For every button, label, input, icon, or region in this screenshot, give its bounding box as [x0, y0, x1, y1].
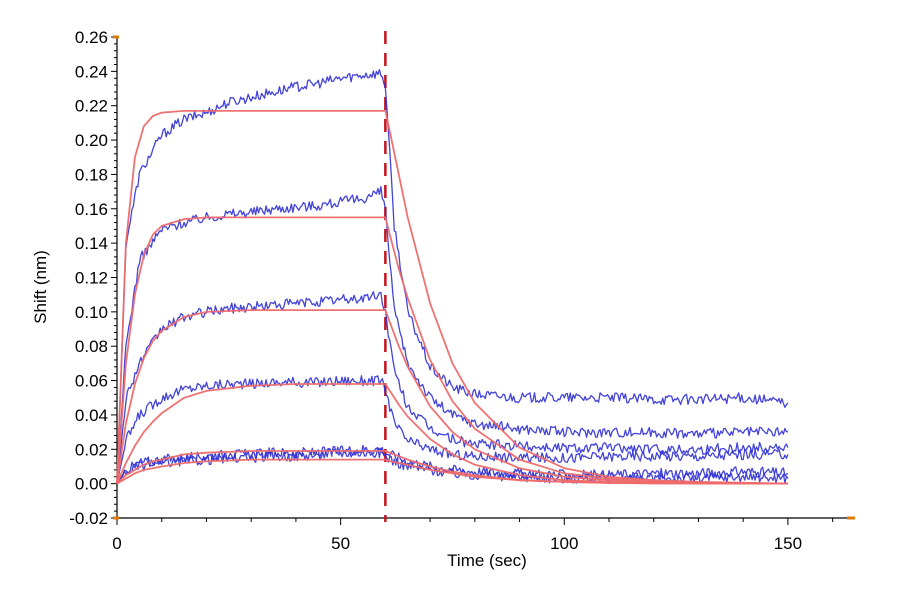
- y-tick-label: 0.18: [75, 165, 108, 184]
- axes: -0.02 0.00 0.02 0.04 0.06 0.08 0.10 0.12 0.14 0.1…: [69, 28, 855, 553]
- y-tick-label: 0.04: [75, 406, 108, 425]
- y-tick-label: 0.20: [75, 131, 108, 150]
- measured-curve-2: [116, 185, 789, 484]
- x-tick-label: 0: [112, 534, 121, 553]
- x-tick-label: 150: [774, 534, 802, 553]
- y-tick-label: -0.02: [69, 509, 108, 528]
- fit-curve-6: [116, 458, 788, 485]
- y-tick-label: 0.00: [75, 475, 108, 494]
- measured-curve-4: [116, 375, 789, 484]
- y-axis-title: Shift (nm): [31, 250, 50, 324]
- fit-curve-3: [116, 309, 788, 485]
- y-tick-label: 0.26: [75, 28, 108, 47]
- y-tick-label: 0.08: [75, 337, 108, 356]
- y-tick-label: 0.24: [75, 62, 108, 81]
- y-tick-label: 0.16: [75, 200, 108, 219]
- y-tick-label: 0.02: [75, 440, 108, 459]
- y-tick-label: 0.06: [75, 372, 108, 391]
- fit-curve-2: [116, 216, 788, 485]
- x-tick-label: 50: [331, 534, 350, 553]
- curves: [116, 68, 789, 485]
- y-tick-label: 0.22: [75, 97, 108, 116]
- y-tick-label: 0.14: [75, 234, 108, 253]
- measured-curve-1: [116, 68, 789, 484]
- y-tick-label: 0.10: [75, 303, 108, 322]
- x-tick-label: 100: [550, 534, 578, 553]
- fit-curve-1: [116, 110, 788, 485]
- x-axis-title: Time (sec): [447, 551, 527, 570]
- y-tick-label: 0.12: [75, 269, 108, 288]
